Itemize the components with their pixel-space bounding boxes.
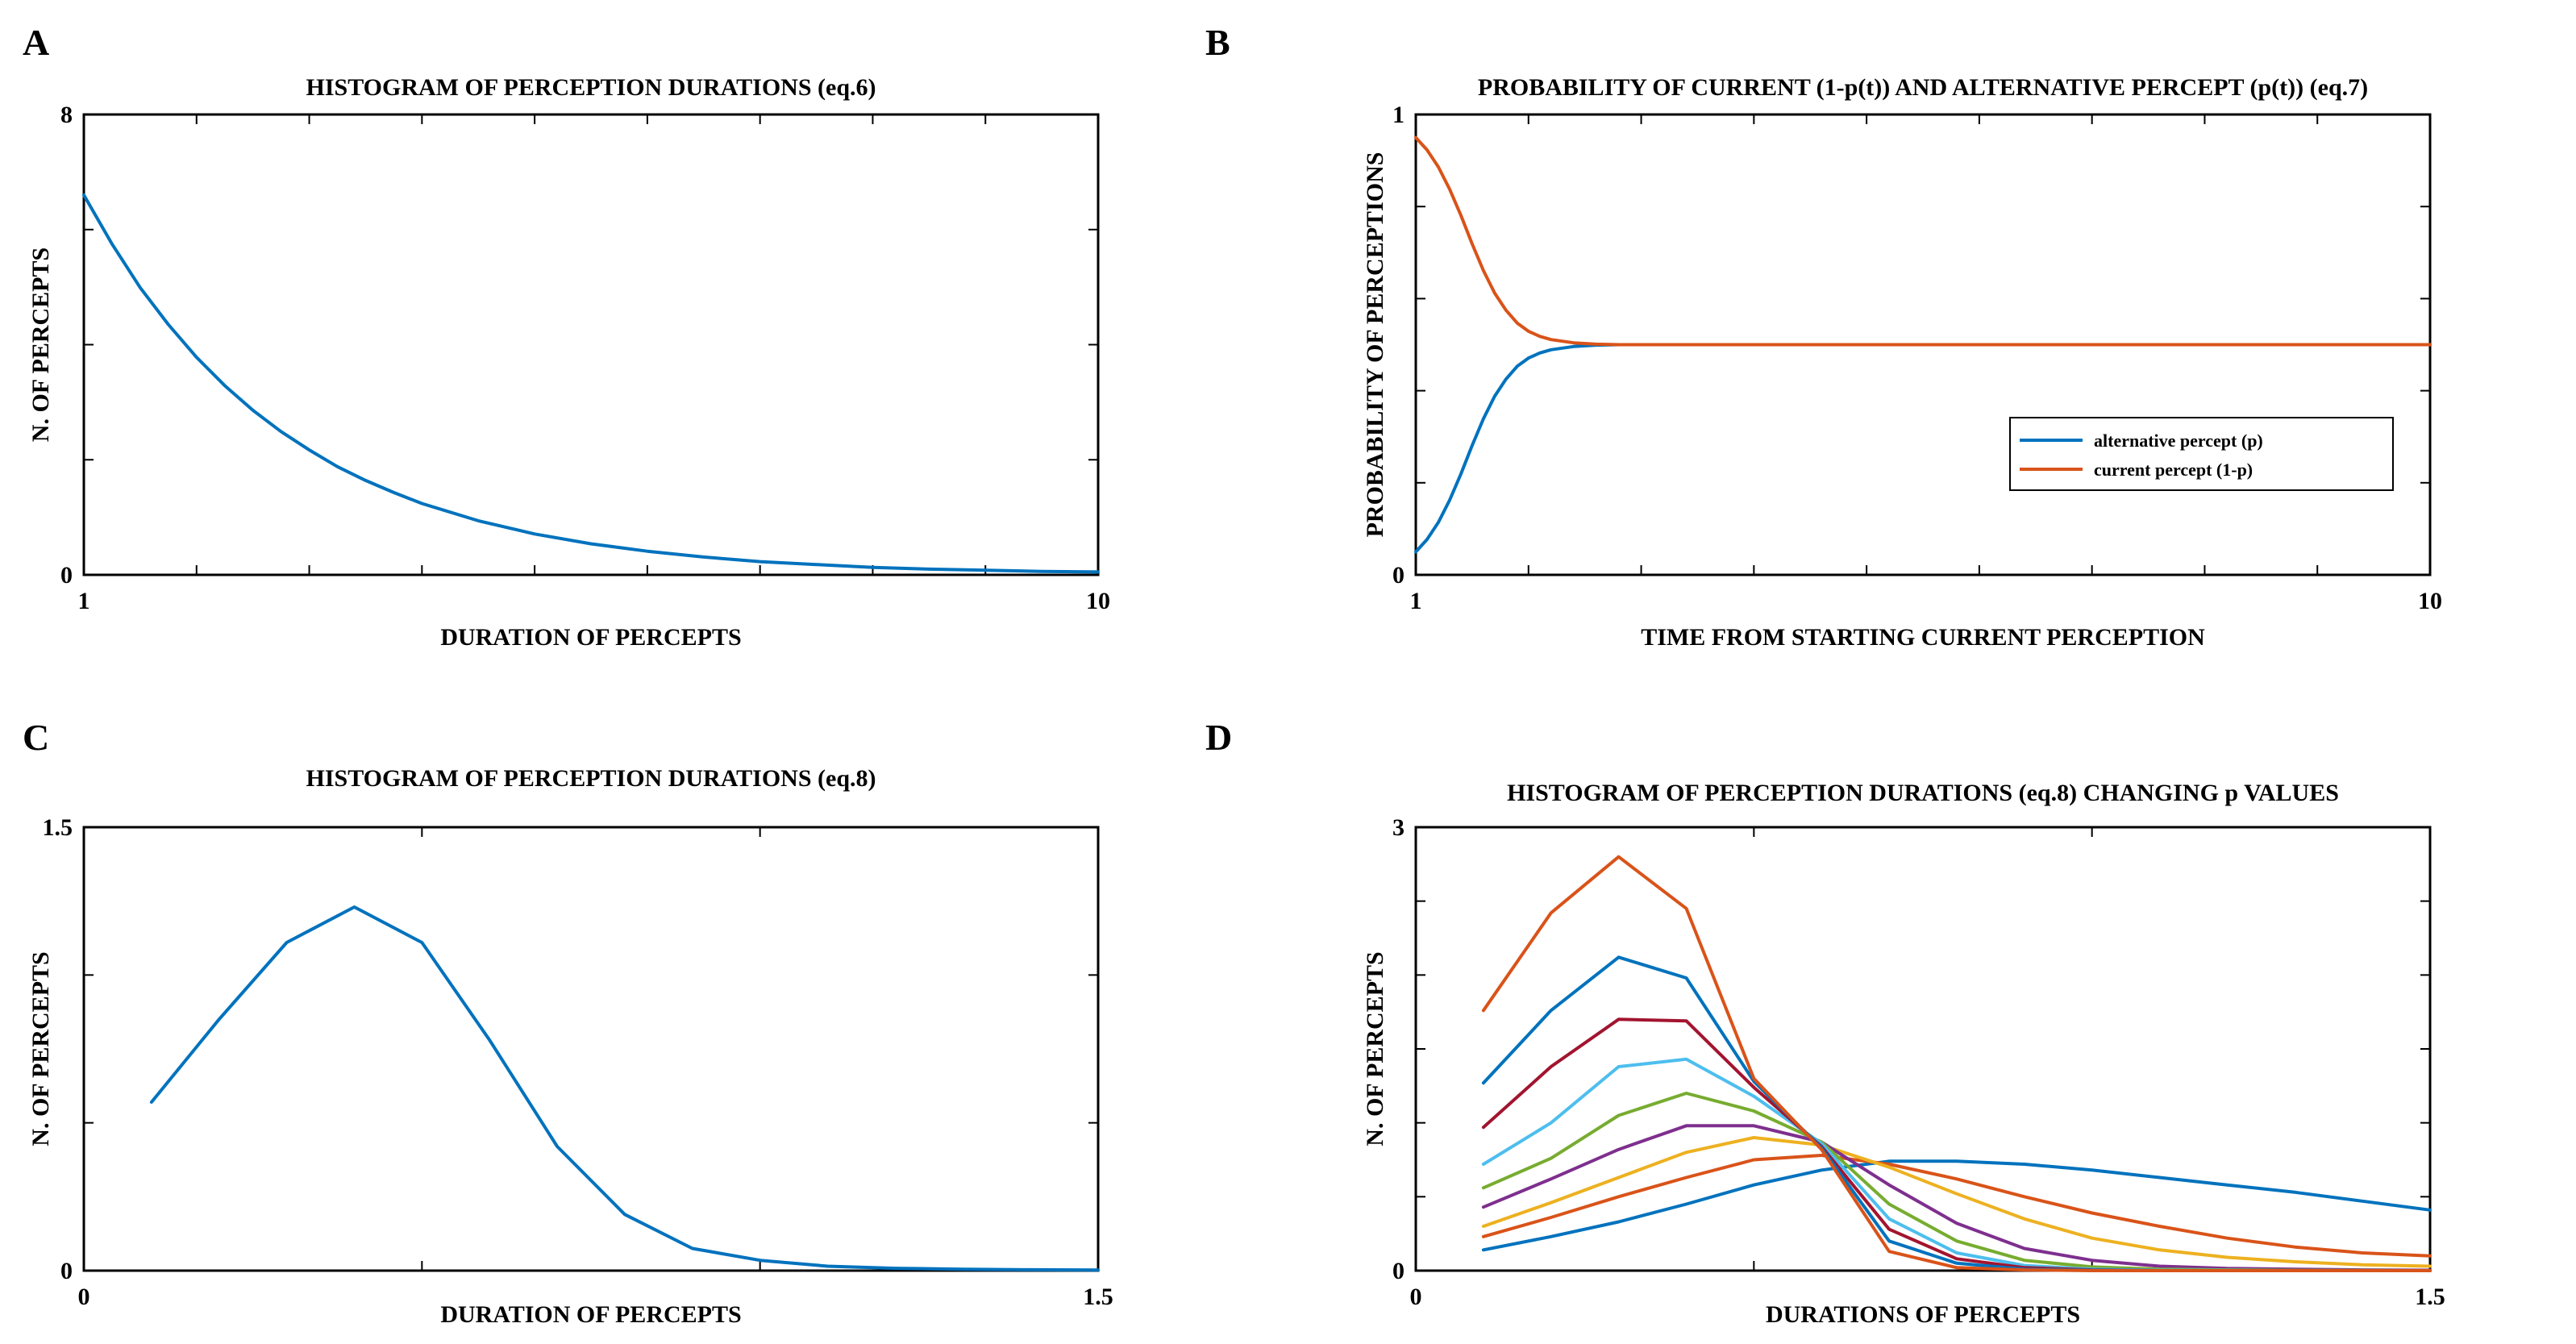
- series-line-histogram: [149, 905, 1100, 1272]
- panel-label: C: [23, 717, 49, 758]
- x-tick-label: 1: [78, 588, 90, 614]
- legend-box: [2009, 417, 2394, 491]
- y-tick-label: 0: [60, 1258, 73, 1284]
- x-axis-label: DURATION OF PERCEPTS: [440, 624, 741, 651]
- panel-label: A: [23, 22, 49, 63]
- y-axis-label: N. OF PERCEPTS: [1362, 951, 1388, 1146]
- legend: alternative percept (p) current percept (…: [2009, 417, 2394, 491]
- x-tick-label: 1.5: [1083, 1284, 1113, 1310]
- x-tick-label: 1.5: [2415, 1284, 2445, 1310]
- y-axis-label: N. OF PERCEPTS: [27, 248, 54, 442]
- series-line-p7: [1481, 1017, 2432, 1272]
- series-line-p2: [1481, 1154, 2432, 1258]
- x-axis-label: DURATIONS OF PERCEPTS: [1766, 1301, 2080, 1328]
- x-tick-label: 10: [2418, 588, 2442, 614]
- axes-box: [82, 826, 1100, 1272]
- y-tick-label: 0: [1392, 562, 1405, 589]
- y-tick-label: 8: [60, 102, 73, 128]
- chart-title: HISTOGRAM OF PERCEPTION DURATIONS (eq.8): [306, 765, 876, 792]
- x-tick-label: 10: [1086, 588, 1110, 614]
- x-tick-label: 0: [1410, 1284, 1422, 1310]
- x-axis-label: DURATION OF PERCEPTS: [440, 1301, 741, 1328]
- series-line-histogram: [82, 193, 1100, 574]
- chart-title: PROBABILITY OF CURRENT (1-p(t)) AND ALTE…: [1478, 74, 2368, 101]
- y-tick-label: 0: [1392, 1258, 1405, 1284]
- y-axis-label: PROBABILITY OF PERCEPTIONS: [1362, 152, 1388, 538]
- legend-entry: alternative percept (p): [2094, 431, 2263, 451]
- series-line-p6: [1481, 1057, 2432, 1272]
- panel-c: C HISTOGRAM OF PERCEPTION DURATIONS (eq.8…: [23, 717, 1113, 1328]
- y-tick-label: 1: [1392, 102, 1405, 128]
- series-line-p9: [1481, 855, 2432, 1272]
- y-tick-label: 3: [1392, 814, 1405, 841]
- chart-title: HISTOGRAM OF PERCEPTION DURATIONS (eq.6): [306, 74, 876, 101]
- y-axis-label: N. OF PERCEPTS: [27, 951, 54, 1146]
- series-line-p3: [1481, 1136, 2432, 1268]
- axes-box: [82, 113, 1100, 576]
- y-tick-label: 1.5: [43, 814, 73, 841]
- panel-b: B PROBABILITY OF CURRENT (1-p(t)) AND ALT…: [1205, 22, 2442, 651]
- y-tick-label: 0: [60, 562, 73, 589]
- series-line-p4: [1481, 1124, 2432, 1272]
- panel-label: D: [1205, 717, 1232, 758]
- series-line-p1: [1481, 1159, 2432, 1252]
- series-line-p5: [1481, 1092, 2432, 1272]
- x-axis-label: TIME FROM STARTING CURRENT PERCEPTION: [1641, 624, 2205, 651]
- panel-d: D HISTOGRAM OF PERCEPTION DURATIONS (eq.8…: [1205, 717, 2445, 1328]
- x-tick-label: 1: [1410, 588, 1422, 614]
- x-tick-label: 0: [78, 1284, 90, 1310]
- panel-label: B: [1205, 22, 1230, 63]
- series-line-current-percept-1-p-: [1414, 135, 2432, 347]
- legend-entry: current percept (1-p): [2094, 460, 2253, 480]
- chart-title: HISTOGRAM OF PERCEPTION DURATIONS (eq.8)…: [1507, 780, 2339, 806]
- panel-a: A HISTOGRAM OF PERCEPTION DURATIONS (eq.6…: [23, 22, 1110, 651]
